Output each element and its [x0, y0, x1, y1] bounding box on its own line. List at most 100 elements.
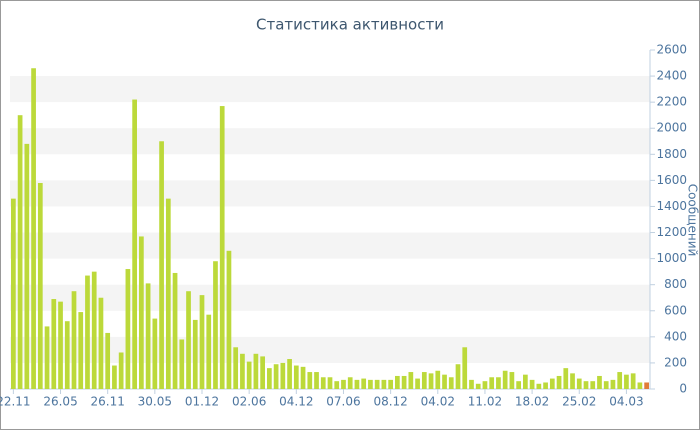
- bar: [71, 291, 77, 389]
- bar: [368, 379, 373, 389]
- bar: [219, 106, 225, 390]
- bar: [37, 182, 43, 389]
- bar: [293, 365, 299, 389]
- bar: [199, 295, 205, 389]
- bar: [132, 99, 137, 390]
- bar: [543, 382, 548, 389]
- bar: [253, 353, 259, 389]
- bar: [435, 370, 441, 389]
- bar: [320, 377, 326, 389]
- bar: [509, 372, 515, 389]
- y-axis-label: Сообщений: [686, 184, 700, 257]
- bar: [51, 299, 57, 389]
- bar: [341, 379, 346, 389]
- grid-band: [10, 180, 650, 207]
- bar: [408, 372, 414, 389]
- bar: [482, 381, 488, 389]
- bar: [502, 370, 508, 389]
- bar: [563, 368, 569, 389]
- x-tick-label: 30.05: [138, 395, 172, 409]
- bar: [529, 379, 535, 389]
- bar: [118, 352, 124, 389]
- bar: [246, 361, 252, 389]
- bar: [617, 372, 623, 389]
- bar: [610, 379, 616, 389]
- bar: [428, 373, 434, 389]
- bar: [442, 374, 447, 389]
- bar: [145, 283, 151, 389]
- bar: [637, 382, 643, 389]
- bar: [105, 332, 111, 389]
- x-tick-label: 02.06: [232, 395, 266, 409]
- bar: [260, 356, 265, 389]
- bar: [98, 297, 104, 389]
- x-tick-label: 04.02: [421, 395, 455, 409]
- x-tick-label: 08.12: [373, 395, 407, 409]
- bar: [374, 379, 380, 389]
- bar: [556, 375, 562, 389]
- x-tick-label: 26.05: [43, 395, 77, 409]
- grid-band: [10, 284, 650, 311]
- y-tick-label: 200: [664, 355, 687, 369]
- y-tick-label: 1400: [656, 199, 687, 213]
- bar: [597, 375, 602, 389]
- chart-title: Статистика активности: [256, 16, 444, 34]
- bar: [64, 321, 70, 389]
- bar: [630, 373, 636, 389]
- grid-band: [10, 128, 650, 155]
- bar: [24, 143, 30, 389]
- grid-band: [10, 76, 650, 103]
- bar: [489, 377, 495, 389]
- bar: [361, 378, 367, 389]
- bar: [31, 68, 36, 389]
- bar: [273, 364, 279, 389]
- y-tick-label: 2400: [656, 69, 687, 83]
- bar: [576, 378, 582, 389]
- x-tick-label: 04.03: [609, 395, 643, 409]
- grid-band: [10, 336, 650, 363]
- y-tick-label: 2000: [656, 121, 687, 135]
- y-tick-label: 1600: [656, 173, 687, 187]
- bar: [11, 198, 16, 389]
- y-tick-label: 400: [664, 329, 687, 343]
- bar: [603, 381, 609, 389]
- bar: [112, 365, 117, 389]
- bar: [240, 353, 245, 389]
- bar: [516, 381, 521, 389]
- bar: [536, 383, 542, 389]
- bar: [354, 379, 360, 389]
- bar: [165, 198, 171, 389]
- bar: [455, 364, 461, 389]
- bar: [267, 368, 272, 389]
- bar: [401, 375, 407, 389]
- bar: [85, 275, 90, 389]
- bar: [415, 378, 420, 389]
- bar: [300, 366, 306, 389]
- bar: [226, 250, 232, 389]
- bar: [624, 374, 629, 389]
- bar: [192, 319, 198, 389]
- bar: [469, 379, 474, 389]
- y-tick-label: 2200: [656, 95, 687, 109]
- bar: [280, 362, 286, 389]
- bar: [334, 381, 340, 389]
- bar: [172, 272, 178, 389]
- x-tick-label: 26.11: [91, 395, 125, 409]
- bar: [91, 271, 97, 389]
- x-tick-label: 22.11: [0, 395, 31, 409]
- y-tick-label: 1800: [656, 147, 687, 161]
- bar: [206, 314, 212, 389]
- bar: [159, 141, 164, 389]
- bar: [179, 339, 185, 389]
- bar: [233, 347, 239, 389]
- bar: [307, 372, 313, 389]
- x-tick-label: 25.02: [562, 395, 596, 409]
- bar: [395, 375, 400, 389]
- bar: [44, 326, 50, 389]
- bar: [125, 269, 131, 389]
- bar: [523, 374, 528, 389]
- x-tick-label: 11.02: [468, 395, 502, 409]
- grid-band: [10, 232, 650, 259]
- bar: [78, 312, 84, 389]
- bar: [186, 291, 191, 389]
